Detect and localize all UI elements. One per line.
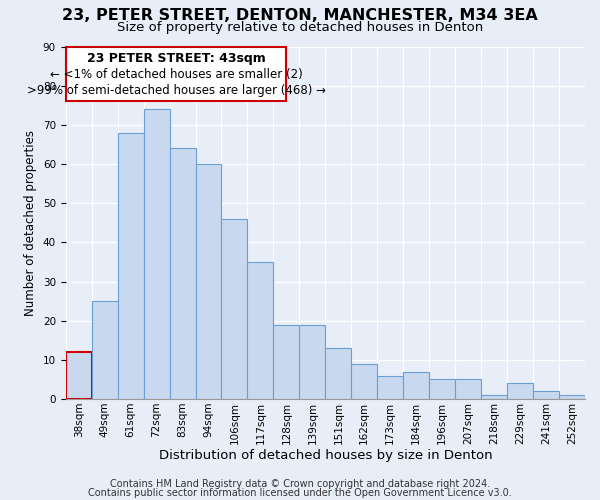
- Text: >99% of semi-detached houses are larger (468) →: >99% of semi-detached houses are larger …: [26, 84, 326, 96]
- Text: Size of property relative to detached houses in Denton: Size of property relative to detached ho…: [117, 21, 483, 34]
- Bar: [247, 262, 274, 399]
- Bar: [274, 324, 299, 399]
- Bar: [352, 364, 377, 399]
- Bar: [299, 324, 325, 399]
- Bar: [221, 219, 247, 399]
- Text: Contains public sector information licensed under the Open Government Licence v3: Contains public sector information licen…: [88, 488, 512, 498]
- Bar: [196, 164, 221, 399]
- Y-axis label: Number of detached properties: Number of detached properties: [24, 130, 37, 316]
- Bar: [429, 380, 455, 399]
- Text: 23 PETER STREET: 43sqm: 23 PETER STREET: 43sqm: [86, 52, 265, 66]
- Bar: [455, 380, 481, 399]
- Text: 23, PETER STREET, DENTON, MANCHESTER, M34 3EA: 23, PETER STREET, DENTON, MANCHESTER, M3…: [62, 8, 538, 22]
- Bar: [533, 391, 559, 399]
- Bar: [143, 109, 170, 399]
- Text: Contains HM Land Registry data © Crown copyright and database right 2024.: Contains HM Land Registry data © Crown c…: [110, 479, 490, 489]
- Text: ← <1% of detached houses are smaller (2): ← <1% of detached houses are smaller (2): [50, 68, 302, 81]
- X-axis label: Distribution of detached houses by size in Denton: Distribution of detached houses by size …: [158, 450, 492, 462]
- Bar: [325, 348, 352, 399]
- Bar: [481, 395, 507, 399]
- Bar: [65, 352, 92, 399]
- Bar: [377, 376, 403, 399]
- Bar: [403, 372, 429, 399]
- Bar: [118, 132, 143, 399]
- Bar: [170, 148, 196, 399]
- Bar: [559, 395, 585, 399]
- Bar: [92, 301, 118, 399]
- Bar: [65, 46, 286, 102]
- Bar: [507, 384, 533, 399]
